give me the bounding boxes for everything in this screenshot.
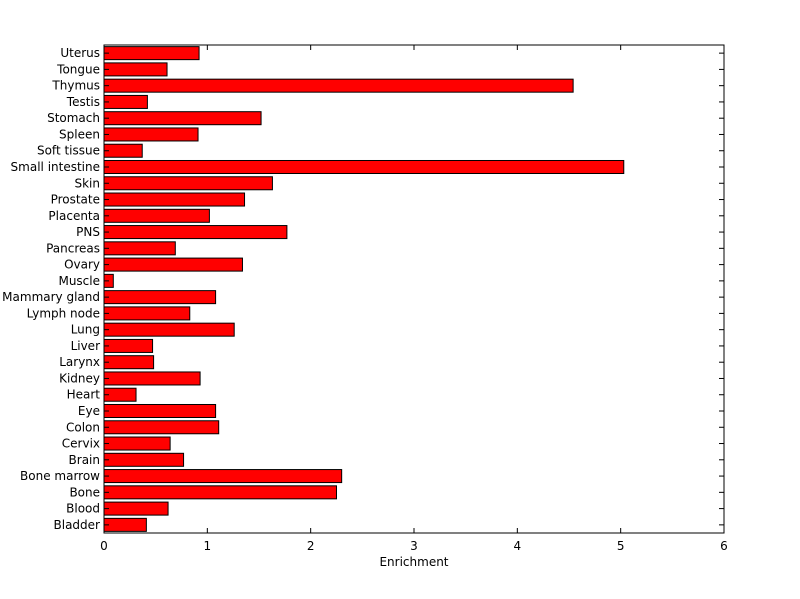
bar-cervix	[103, 436, 171, 451]
y-tick-label: Colon	[66, 420, 100, 434]
y-tick-label: Larynx	[59, 355, 100, 369]
bar-colon	[103, 420, 220, 435]
bar-pns	[103, 225, 288, 240]
bar-bladder	[103, 517, 147, 532]
y-tick-label: Ovary	[64, 258, 100, 272]
y-tick-label: Spleen	[59, 127, 100, 141]
bar-bone-marrow	[103, 469, 343, 484]
bar-placenta	[103, 208, 210, 223]
y-tick-label: Heart	[67, 388, 101, 402]
bar-lymph-node	[103, 306, 191, 321]
x-tick-label: 1	[204, 539, 212, 553]
bar-stomach	[103, 111, 262, 126]
bar-mammary-gland	[103, 290, 217, 305]
bar-testis	[103, 94, 148, 109]
bar-spleen	[103, 127, 199, 142]
y-tick-label: Eye	[78, 404, 100, 418]
x-tick-label: 4	[514, 539, 522, 553]
y-tick-label: Lung	[71, 323, 100, 337]
x-tick-label: 2	[307, 539, 315, 553]
x-tick-label: 3	[410, 539, 418, 553]
bar-pancreas	[103, 241, 176, 256]
x-tick-label: 6	[720, 539, 728, 553]
bar-small-intestine	[103, 159, 625, 175]
ticks-group	[103, 45, 725, 533]
x-axis-label: Enrichment	[379, 555, 448, 569]
y-tick-label: Kidney	[59, 371, 100, 385]
bar-prostate	[103, 192, 246, 207]
bar-larynx	[103, 355, 155, 370]
y-tick-label: Lymph node	[27, 306, 100, 320]
y-tick-label: Muscle	[58, 274, 100, 288]
bar-thymus	[103, 78, 574, 93]
y-tick-label: Bone marrow	[20, 469, 100, 483]
bar-tongue	[103, 62, 168, 77]
bar-uterus	[103, 46, 200, 61]
y-tick-label: PNS	[76, 225, 100, 239]
y-tick-label: Placenta	[48, 209, 100, 223]
bar-ovary	[103, 257, 243, 272]
bar-eye	[103, 403, 217, 419]
bar-bone	[103, 485, 337, 500]
bar-brain	[103, 452, 185, 467]
y-tick-label: Liver	[71, 339, 101, 353]
y-tick-label: Uterus	[60, 46, 100, 60]
y-tick-label: Testis	[66, 95, 100, 109]
y-tick-label: Small intestine	[11, 160, 100, 174]
y-tick-label: Bone	[69, 485, 100, 499]
y-tick-label: Soft tissue	[37, 144, 100, 158]
y-tick-label: Blood	[66, 502, 100, 516]
y-tick-label: Brain	[69, 453, 100, 467]
bar-liver	[103, 338, 154, 353]
y-tick-label: Tongue	[56, 62, 100, 76]
y-tick-label: Stomach	[47, 111, 100, 125]
bar-skin	[103, 176, 273, 191]
bar-soft-tissue	[103, 143, 143, 158]
y-tick-label: Mammary gland	[2, 290, 100, 304]
y-tick-label: Skin	[74, 176, 100, 190]
bar-kidney	[103, 371, 201, 386]
x-tick-label: 0	[100, 539, 108, 553]
bar-lung	[103, 322, 235, 337]
y-tick-label: Bladder	[54, 518, 101, 532]
labels-group: Uterus Tongue Thymus Testis Stomach Spleen Sof…	[2, 46, 728, 553]
x-tick-label: 5	[617, 539, 625, 553]
y-tick-label: Prostate	[51, 193, 100, 207]
y-tick-label: Cervix	[62, 437, 100, 451]
bars-group	[103, 46, 625, 532]
y-tick-label: Thymus	[51, 79, 100, 93]
bar-blood	[103, 501, 169, 516]
y-tick-label: Pancreas	[46, 241, 100, 255]
